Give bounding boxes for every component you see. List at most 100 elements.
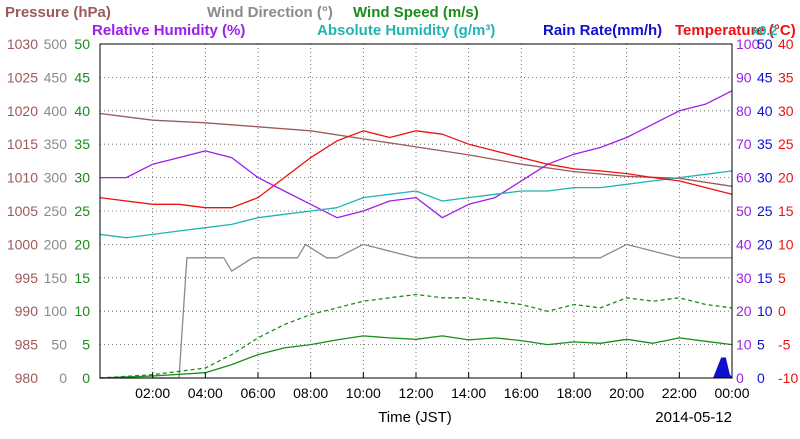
y-tick-label: 70 [736,136,752,152]
y-tick-label: 20 [778,170,794,186]
x-tick-label: 08:00 [293,385,328,401]
x-tick-label: 02:00 [135,385,170,401]
legend-item: Wind Direction (°) [207,4,333,21]
y-tick-label: 40 [736,236,752,252]
y-tick-label: 15 [778,203,794,219]
x-tick-label: 14:00 [451,385,486,401]
y-tick-label: 25 [74,203,90,219]
x-tick-label: 18:00 [556,385,591,401]
y-tick-label: 40 [74,103,90,119]
series-relative-humidity [100,90,733,219]
y-tick-label: 30 [778,103,794,119]
y-tick-label: 20 [74,236,90,252]
y-tick-label: 90 [736,69,752,85]
y-tick-label: 0 [82,370,90,386]
y-tick-label: 50 [51,337,67,353]
series-wind-direction [100,243,732,379]
y-tick-label: 30 [736,270,752,286]
y-tick-label: 350 [44,136,68,152]
y-tick-label: 100 [44,303,68,319]
y-tick-label: 100 [736,36,760,52]
x-tick-label: 04:00 [188,385,223,401]
y-tick-label: 40 [757,103,773,119]
y-tick-label: 400 [44,103,68,119]
y-tick-label: 250 [44,203,68,219]
y-tick-label: 50 [736,203,752,219]
y-tick-label: 500 [44,36,68,52]
y-tick-label: 10 [778,236,794,252]
y-tick-label: 60 [736,170,752,186]
x-axis-title: Time (JST) [378,409,452,426]
legend-item: Relative Humidity (%) [92,22,245,39]
y-tick-label: 150 [44,270,68,286]
y-tick-label: 990 [15,303,39,319]
y-tick-label: 10 [736,337,752,353]
legend-item: Rain Rate(mm/h) [543,22,662,39]
legend-item: Pressure (hPa) [5,4,111,21]
series-wind-speed [99,335,733,379]
y-tick-label: 1025 [7,69,38,85]
y-tick-label: 1030 [7,36,38,52]
x-tick-label: 22:00 [662,385,697,401]
y-tick-label: 1020 [7,103,38,119]
y-tick-label: -10 [778,370,798,386]
legend-item: Temperature (°C) [675,22,796,39]
y-tick-label: 80 [736,103,752,119]
series-wind-speed-dashed [99,293,733,379]
y-tick-label: 985 [15,337,39,353]
y-tick-label: 35 [778,69,794,85]
chart-date: 2014-05-12 [655,409,732,426]
y-tick-label: 40 [778,36,794,52]
y-tick-label: 35 [74,136,90,152]
y-tick-label: 0 [778,303,786,319]
y-tick-label: 995 [15,270,39,286]
series-pressure [99,112,733,187]
y-tick-label: 0 [757,370,765,386]
y-tick-label: 25 [778,136,794,152]
y-tick-label: 20 [736,303,752,319]
y-tick-label: 450 [44,69,68,85]
y-tick-label: 25 [757,203,773,219]
y-tick-label: 5 [82,337,90,353]
y-tick-label: 30 [74,170,90,186]
y-tick-label: 0 [736,370,744,386]
x-tick-label: 00:00 [714,385,749,401]
y-tick-label: 200 [44,236,68,252]
y-tick-label: 45 [74,69,90,85]
y-tick-label: 45 [757,69,773,85]
series-temperature [99,130,733,209]
series-absolute-humidity [99,170,733,239]
y-tick-label: 5 [757,337,765,353]
grid [100,44,732,378]
y-tick-label: 0 [59,370,67,386]
y-tick-label: 5 [778,270,786,286]
y-tick-label: 300 [44,170,68,186]
x-tick-label: 12:00 [398,385,433,401]
legend-item: Wind Speed (m/s) [353,4,479,21]
x-tick-label: 06:00 [240,385,275,401]
y-tick-label: 10 [74,303,90,319]
y-tick-label: 1015 [7,136,38,152]
legend-item: x0.2 [752,23,777,38]
y-tick-label: 1005 [7,203,38,219]
y-tick-label: 50 [757,36,773,52]
y-tick-label: 1000 [7,236,38,252]
x-tick-label: 20:00 [609,385,644,401]
y-tick-label: 15 [757,270,773,286]
y-tick-label: 20 [757,236,773,252]
y-tick-label: -5 [778,337,791,353]
y-tick-label: 35 [757,136,773,152]
y-tick-label: 1010 [7,170,38,186]
y-axes: 9809859909951000100510101015102010251030… [7,36,799,386]
legend-item: Absolute Humidity (g/m³) [317,22,495,39]
y-tick-label: 10 [757,303,773,319]
x-axis: 02:00 04:00 06:00 08:00 10:00 12:00 14:00 16:00… [135,372,750,426]
y-tick-label: 980 [15,370,39,386]
y-tick-label: 30 [757,170,773,186]
y-tick-label: 15 [74,270,90,286]
x-tick-label: 16:00 [504,385,539,401]
x-tick-label: 10:00 [346,385,381,401]
